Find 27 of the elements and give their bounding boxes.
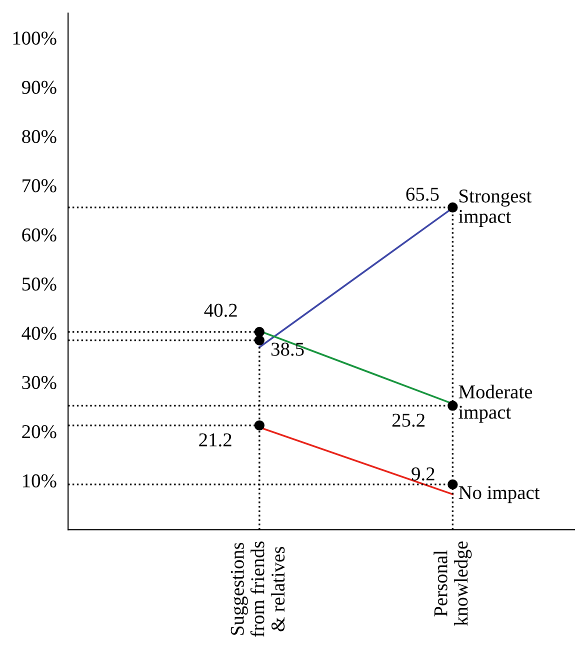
- point: [254, 326, 265, 338]
- y-tick-label: 50%: [22, 278, 56, 291]
- y-tick-label: 30%: [22, 376, 56, 390]
- point: [448, 202, 458, 213]
- y-tick-label: 20%: [22, 425, 56, 438]
- y-tick-label: 40%: [22, 326, 56, 340]
- series-label: Moderate impact: [458, 384, 532, 423]
- data-label: 65.5: [406, 188, 439, 201]
- y-tick-label: 80%: [22, 130, 56, 144]
- data-label: 40.2: [204, 304, 237, 317]
- y-tick-label: 60%: [22, 228, 56, 242]
- series-label: No impact: [458, 486, 540, 504]
- y-tick-label: 10%: [23, 474, 56, 488]
- y-tick-label: 100%: [13, 32, 56, 45]
- point: [448, 400, 458, 411]
- x-tick-label: Suggestions from friends & relatives: [230, 542, 285, 637]
- y-tick-label: 70%: [22, 179, 56, 192]
- data-label: 25.2: [392, 414, 425, 427]
- data-label: 38.5: [271, 342, 304, 356]
- point: [254, 420, 265, 430]
- data-label: 9.2: [412, 467, 434, 481]
- x-tick-label: Personal knowledge: [434, 541, 472, 626]
- series-label: Strongest impact: [458, 190, 532, 227]
- y-tick-label: 90%: [22, 80, 56, 94]
- point: [448, 479, 458, 490]
- point: [254, 335, 265, 346]
- data-label: 21.2: [199, 433, 232, 447]
